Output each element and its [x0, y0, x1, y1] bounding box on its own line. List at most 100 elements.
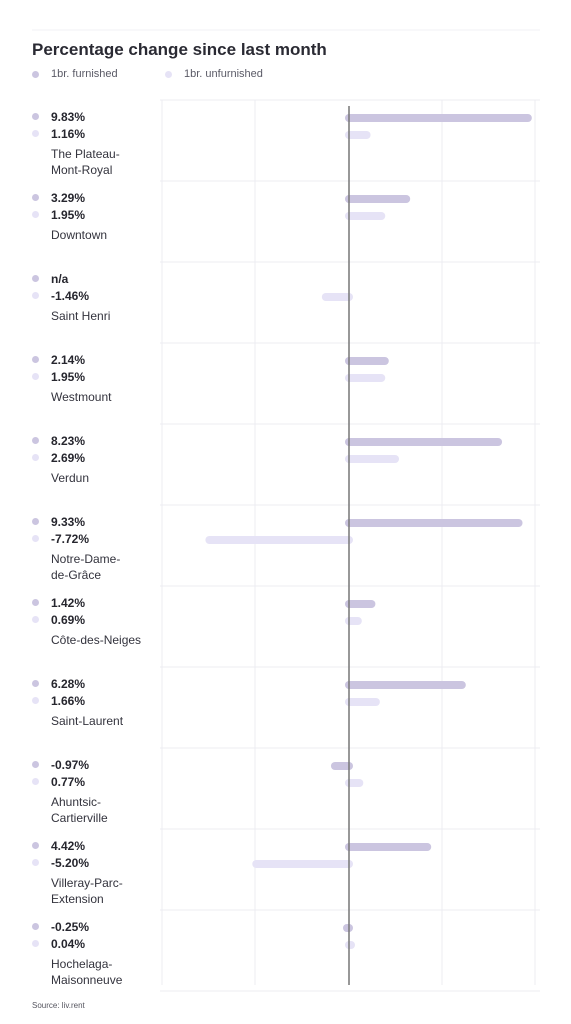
value-label-unfurnished: -5.20% — [32, 856, 89, 870]
category-name-line: de-Grâce — [51, 568, 102, 582]
series-dot-unfurnished — [32, 454, 39, 462]
series-dot-unfurnished — [32, 859, 39, 867]
value-label-furnished: 2.14% — [32, 353, 85, 367]
value-text: 3.29% — [51, 191, 86, 205]
series-dot-furnished — [32, 113, 39, 121]
category-name-line: Notre-Dame- — [51, 552, 121, 566]
value-text: 9.83% — [51, 110, 86, 124]
series-dot-unfurnished — [32, 130, 39, 138]
value-label-unfurnished: 0.69% — [32, 613, 85, 627]
series-dot-unfurnished — [32, 373, 39, 381]
bar-furnished — [345, 600, 376, 608]
category-name: Côte-des-Neiges — [51, 632, 171, 648]
chart-title: Percentage change since last month — [32, 40, 327, 59]
value-label-unfurnished: 1.16% — [32, 127, 85, 141]
value-label-furnished: 8.23% — [32, 434, 85, 448]
value-label-unfurnished: 1.66% — [32, 694, 85, 708]
value-text: 2.69% — [51, 451, 86, 465]
category-name-line: Hochelaga- — [51, 957, 113, 971]
value-text: -7.72% — [51, 532, 90, 546]
value-text: -0.25% — [51, 920, 90, 934]
bar-unfurnished — [345, 941, 355, 949]
category-name-line: Saint Henri — [51, 309, 111, 323]
category-name: Saint Henri — [51, 308, 171, 324]
value-text: 0.04% — [51, 937, 86, 951]
bar-unfurnished — [345, 131, 371, 139]
bar-unfurnished — [321, 293, 353, 301]
value-text: 1.16% — [51, 127, 86, 141]
series-dot-furnished — [32, 437, 39, 445]
bar-furnished — [330, 762, 353, 770]
series-dot-furnished — [32, 275, 39, 283]
category-name-line: Cartierville — [51, 811, 108, 825]
bar-furnished — [343, 924, 353, 932]
series-dot-furnished — [32, 194, 39, 202]
category-name: Notre-Dame-de-Grâce — [51, 551, 171, 583]
value-text: 0.69% — [51, 613, 86, 627]
series-dot-furnished — [32, 923, 39, 931]
value-label-furnished: 9.83% — [32, 110, 85, 124]
category-name: The Plateau- Mont-Royal — [51, 146, 171, 178]
category-name: Westmount — [51, 389, 171, 405]
series-dot-furnished — [32, 599, 39, 607]
bar-unfurnished — [252, 860, 353, 868]
bar-furnished — [345, 843, 432, 851]
value-label-furnished: -0.25% — [32, 920, 89, 934]
legend-label-unfurnished: 1br. unfurnished — [184, 68, 263, 80]
value-label-unfurnished: 0.04% — [32, 937, 85, 951]
category-name: Verdun — [51, 470, 171, 486]
value-text: 2.14% — [51, 353, 86, 367]
category-name: Hochelaga- Maisonneuve — [51, 956, 171, 988]
legend-item-furnished: 1br. furnished — [32, 68, 118, 80]
value-text: -5.20% — [51, 856, 90, 870]
legend-swatch-unfurnished — [165, 70, 172, 78]
value-label-furnished: 4.42% — [32, 839, 85, 853]
value-text: 1.95% — [51, 208, 86, 222]
bar-furnished — [345, 438, 503, 446]
value-text: 6.28% — [51, 677, 86, 691]
series-dot-furnished — [32, 356, 39, 364]
category-name-line: Extension — [51, 892, 104, 906]
value-label-unfurnished: 1.95% — [32, 370, 85, 384]
legend-swatch-furnished — [32, 70, 39, 78]
bar-furnished — [345, 681, 466, 689]
category-name: Downtown — [51, 227, 171, 243]
category-name: Villeray-Parc- Extension — [51, 875, 171, 907]
legend-item-unfurnished: 1br. unfurnished — [165, 68, 263, 80]
value-label-unfurnished: 2.69% — [32, 451, 85, 465]
series-dot-unfurnished — [32, 535, 39, 543]
series-dot-furnished — [32, 761, 39, 769]
bar-furnished — [345, 357, 389, 365]
category-name-line: Ahuntsic- — [51, 795, 102, 809]
series-dot-unfurnished — [32, 697, 39, 705]
value-text: 1.66% — [51, 694, 86, 708]
series-dot-furnished — [32, 518, 39, 526]
category-name: Ahuntsic- Cartierville — [51, 794, 171, 826]
bar-furnished — [345, 195, 411, 203]
value-text: 0.77% — [51, 775, 86, 789]
value-text: 1.95% — [51, 370, 86, 384]
bar-unfurnished — [345, 212, 386, 220]
category-name-line: Downtown — [51, 228, 108, 242]
bar-unfurnished — [345, 455, 400, 463]
value-text: 4.42% — [51, 839, 86, 853]
series-dot-furnished — [32, 842, 39, 850]
category-name-line: The Plateau- — [51, 147, 120, 161]
value-label-furnished: 1.42% — [32, 596, 85, 610]
series-dot-unfurnished — [32, 211, 39, 219]
bar-furnished — [345, 114, 532, 122]
value-label-unfurnished: -7.72% — [32, 532, 89, 546]
bar-furnished — [345, 519, 523, 527]
value-text: -0.97% — [51, 758, 90, 772]
bar-unfurnished — [345, 617, 362, 625]
legend-label-furnished: 1br. furnished — [51, 68, 118, 80]
series-dot-unfurnished — [32, 778, 39, 786]
value-text: n/a — [51, 272, 69, 286]
value-text: 8.23% — [51, 434, 86, 448]
value-label-unfurnished: -1.46% — [32, 289, 89, 303]
category-name-line: Saint-Laurent — [51, 714, 124, 728]
value-text: 1.42% — [51, 596, 86, 610]
value-label-furnished: -0.97% — [32, 758, 89, 772]
